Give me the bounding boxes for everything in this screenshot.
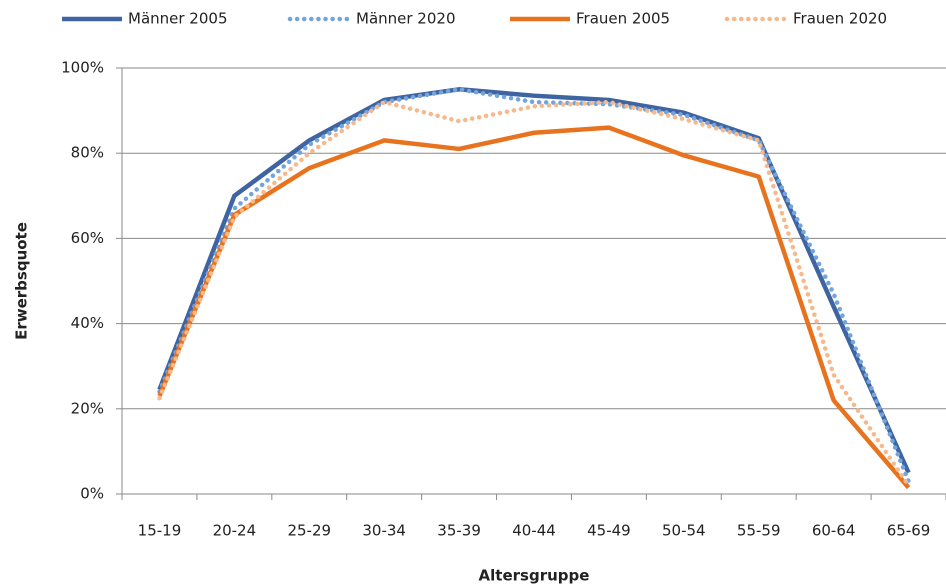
y-tick-label: 80% — [71, 144, 104, 162]
series-line — [157, 87, 911, 484]
y-tick-label: 20% — [71, 399, 104, 417]
x-tick-label: 60-64 — [812, 522, 856, 540]
x-tick-label: 50-54 — [662, 522, 706, 540]
legend-label: Frauen 2020 — [793, 10, 887, 28]
y-tick-label: 100% — [61, 59, 104, 77]
x-tick-label: 30-34 — [362, 522, 406, 540]
legend-label: Männer 2005 — [128, 10, 228, 28]
y-tick-label: 60% — [71, 229, 104, 247]
series-line — [157, 99, 911, 488]
legend-label: Frauen 2005 — [576, 10, 670, 28]
y-axis-title: Erwerbsquote — [13, 222, 31, 340]
x-axis-title: Altersgruppe — [479, 567, 590, 584]
x-tick-label: 40-44 — [512, 522, 556, 540]
x-tick-label: 20-24 — [213, 522, 257, 540]
legend-label: Männer 2020 — [356, 10, 456, 28]
x-tick-label: 55-59 — [737, 522, 781, 540]
x-tick-label: 15-19 — [138, 522, 182, 540]
x-tick-label: 35-39 — [437, 522, 481, 540]
y-tick-label: 0% — [80, 485, 104, 503]
series-line — [157, 125, 911, 490]
series-line — [157, 87, 911, 474]
y-tick-label: 40% — [71, 314, 104, 332]
x-tick-label: 25-29 — [287, 522, 331, 540]
x-tick-label: 65-69 — [887, 522, 931, 540]
x-tick-label: 45-49 — [587, 522, 631, 540]
